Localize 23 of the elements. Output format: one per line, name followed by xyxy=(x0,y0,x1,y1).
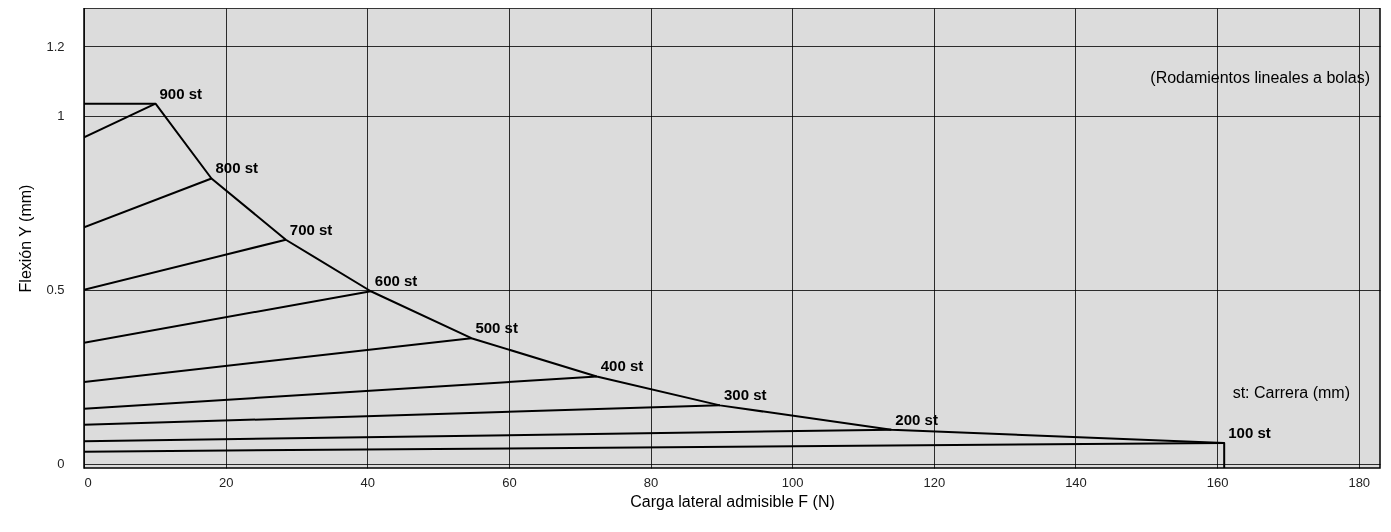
y-axis-title: Flexión Y (mm) xyxy=(17,184,35,293)
y-tick-label: 0 xyxy=(57,456,65,472)
x-tick-label: 180 xyxy=(1348,474,1371,490)
series-label: 900 st xyxy=(159,84,203,102)
x-tick-label: 140 xyxy=(1065,474,1087,490)
series-label: 300 st xyxy=(723,386,767,404)
x-tick-label: 40 xyxy=(360,474,376,490)
y-tick-label: 0.5 xyxy=(46,282,65,298)
y-tick-label: 1 xyxy=(57,108,65,124)
annotation: st: Carrera (mm) xyxy=(1232,384,1350,401)
x-tick-label: 160 xyxy=(1206,474,1229,490)
series-label: 100 st xyxy=(1228,423,1271,441)
x-axis-title: Carga lateral admisible F (N) xyxy=(630,492,835,510)
series-label: 400 st xyxy=(600,357,644,375)
x-tick-label: 120 xyxy=(923,474,946,490)
y-tick-label: 1.2 xyxy=(46,38,65,54)
x-tick-label: 0 xyxy=(84,474,92,490)
series-label: 600 st xyxy=(374,272,418,290)
x-tick-label: 20 xyxy=(218,474,234,490)
series-label: 700 st xyxy=(289,220,333,238)
x-tick-label: 60 xyxy=(502,474,517,490)
x-tick-label: 100 xyxy=(781,474,804,490)
x-tick-label: 80 xyxy=(643,474,659,490)
